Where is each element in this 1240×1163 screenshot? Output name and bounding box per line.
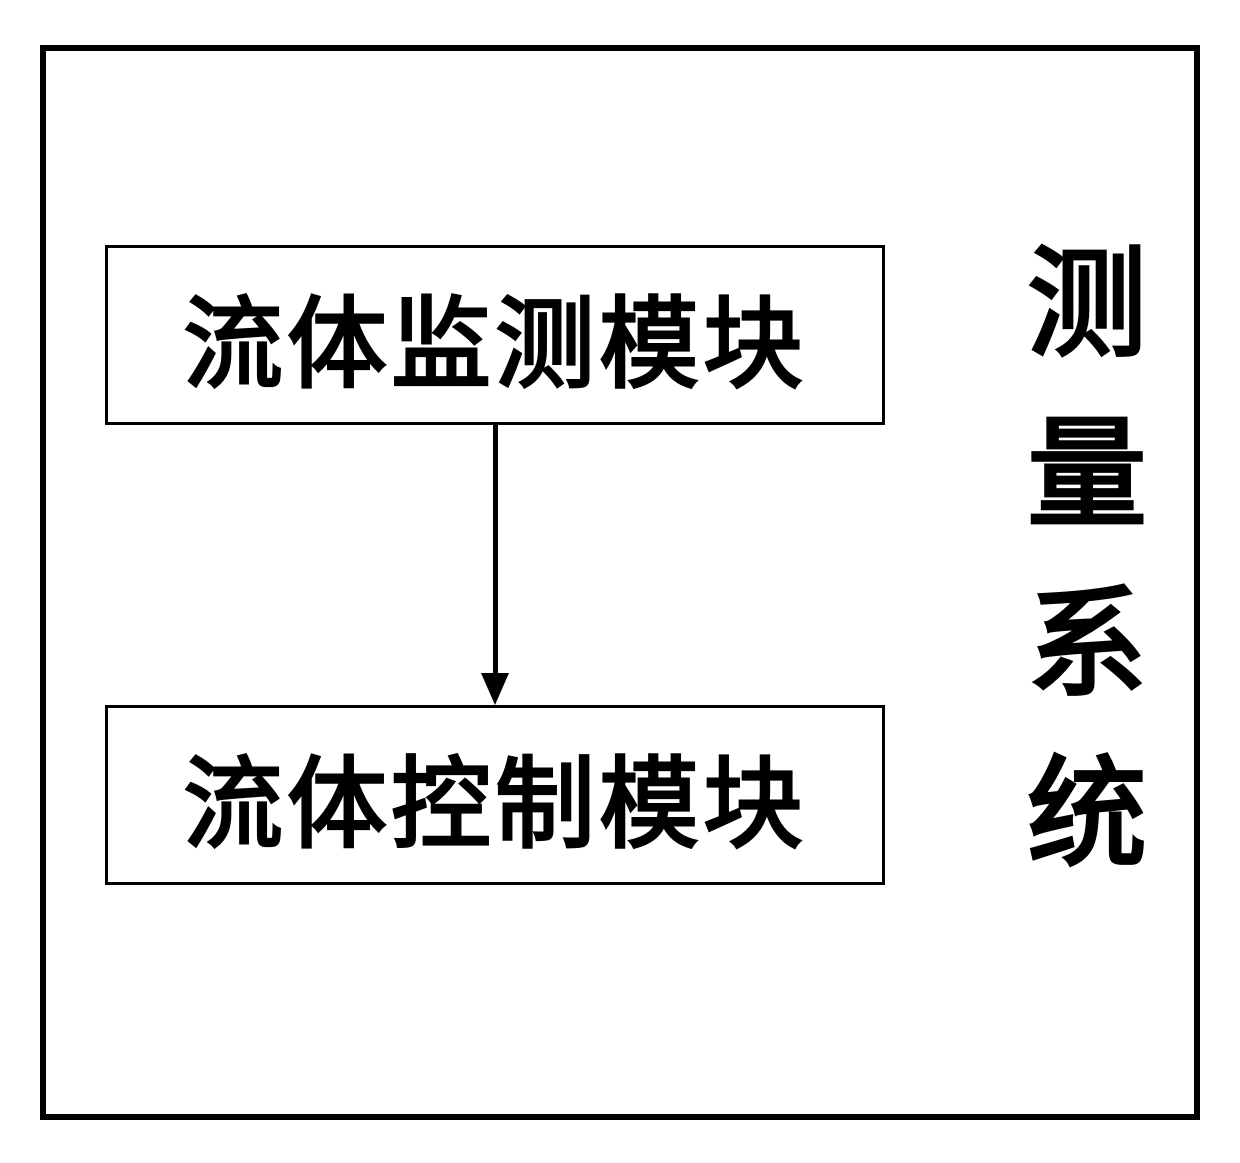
system-title-vertical: 测量系统 <box>1000 180 1150 980</box>
monitoring-module-label: 流体监测模块 <box>183 263 807 408</box>
system-title-text: 测量系统 <box>988 240 1162 920</box>
control-module-label: 流体控制模块 <box>183 723 807 868</box>
control-module-box: 流体控制模块 <box>105 705 885 885</box>
arrow-head-icon <box>481 673 509 705</box>
monitoring-module-box: 流体监测模块 <box>105 245 885 425</box>
arrow-line <box>493 425 498 675</box>
